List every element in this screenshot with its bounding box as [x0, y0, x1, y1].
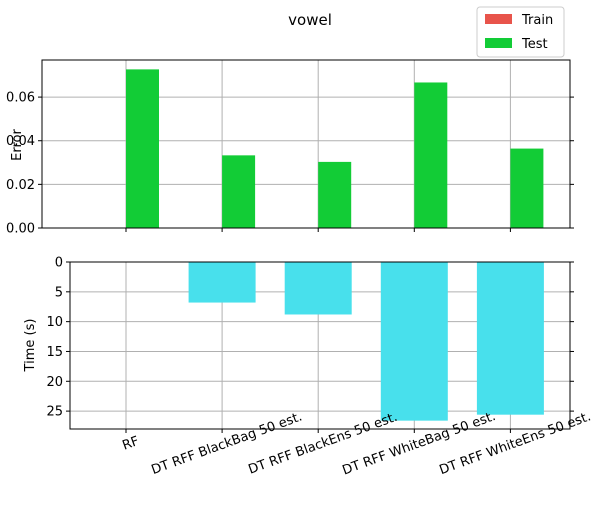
- legend-label-test: Test: [521, 37, 548, 52]
- error-axes-frame: [41, 59, 571, 229]
- legend-label-train: Train: [521, 13, 553, 28]
- error-bar-test-2: [318, 161, 352, 228]
- error-axis-label: Error: [10, 129, 25, 161]
- error-tick-label: 0.04: [6, 134, 35, 149]
- time-tick-label: 0: [55, 256, 63, 271]
- error-bar-test-1: [222, 155, 256, 228]
- chart-title: vowel: [288, 11, 332, 29]
- time-bars: [188, 262, 544, 421]
- error-tick-label: 0.02: [6, 178, 35, 193]
- time-bar-1: [188, 262, 256, 303]
- category-tick-labels: RF DT RFF BlackBag 50 est.DT RFF BlackEns…: [120, 409, 592, 478]
- error-axes: 0.00 0.02 0.04 0.06: [6, 59, 574, 237]
- time-tick-label: 15: [46, 345, 63, 360]
- time-tick-label: 20: [46, 375, 63, 390]
- time-bar-2: [284, 262, 352, 315]
- error-grid: [42, 60, 570, 229]
- error-tick-label: 0.06: [6, 91, 35, 106]
- error-bars: [126, 69, 544, 229]
- time-tick-label: 25: [46, 405, 63, 420]
- time-axes: 0 5 10 15 20 25: [46, 256, 574, 433]
- error-bar-test-4: [510, 148, 544, 228]
- time-axes-frame: [69, 261, 571, 430]
- time-axis-label: Time (s): [23, 319, 38, 373]
- error-tick-label: 0.00: [6, 222, 35, 237]
- time-bar-4: [476, 262, 544, 415]
- error-bar-test-3: [414, 82, 448, 229]
- legend-swatch-test: [485, 38, 512, 48]
- time-tick-label: 5: [55, 285, 63, 300]
- category-label-0: RF: [120, 434, 141, 454]
- legend: Train Test: [476, 6, 565, 58]
- time-bar-3: [380, 262, 448, 421]
- category-label-1: DT RFF BlackBag 50 est.: [149, 409, 304, 478]
- time-tick-label: 10: [46, 315, 63, 330]
- legend-swatch-train: [485, 14, 512, 24]
- error-bar-test-0: [126, 69, 159, 228]
